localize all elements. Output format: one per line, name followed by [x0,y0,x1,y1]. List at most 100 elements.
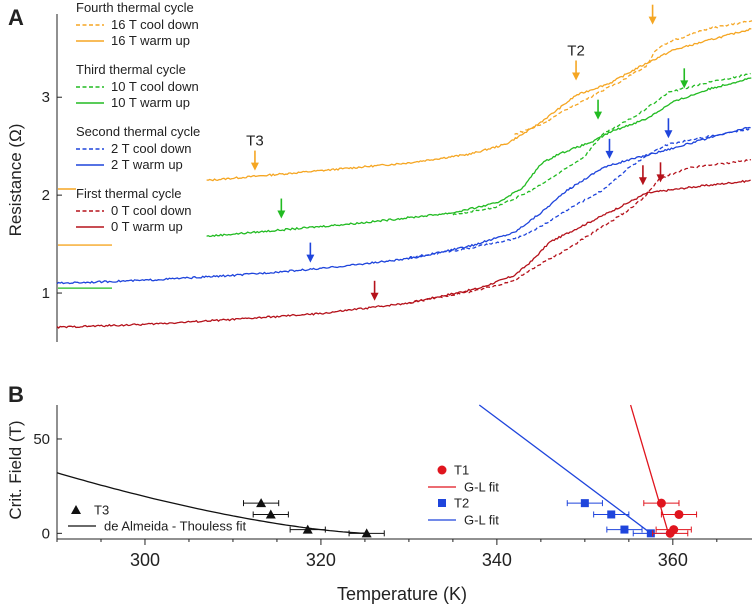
curve-16-t-warm-up [206,27,752,182]
arrow-head [638,177,647,186]
transition-arrow [656,162,665,183]
point-t3 [252,509,289,519]
legend-item-0-t-cool-down: 0 T cool down [111,203,191,218]
arrow-head [605,150,614,159]
arrow-head [594,111,603,120]
panel-b-x-tick-label: 360 [658,550,688,570]
panel-label-b: B [8,382,24,407]
curve-0-t-warm-up [56,179,751,329]
panel-b-points [243,498,698,538]
curve-16-t-cool-down [514,20,753,135]
legend-symbol-circle [437,465,447,475]
legend-item-0-t-warm-up: 0 T warm up [111,219,183,234]
arrow-head [656,174,665,183]
point-t1 [643,498,680,508]
point-t2 [606,525,643,534]
panel-a-arrows: T1 T2 T3 [246,0,689,301]
panel-b: Crit. Field (T) Temperature (K) 300 320 34… [6,404,752,604]
fit-line-g-l-fit [629,404,670,534]
panel-a-y-tick-label: 2 [42,187,50,204]
transition-arrow [664,118,673,139]
transition-arrow [680,68,689,89]
point-t3 [243,498,280,508]
legend-item-10-t-warm-up: 10 T warm up [111,95,190,110]
panel-b-x-axis-label: Temperature (K) [337,584,467,604]
point-t1 [660,509,698,519]
transition-arrow [594,99,603,120]
transition-arrow [605,138,614,159]
legend-group-title: Second thermal cycle [76,124,200,139]
transition-arrow-t3: T3 [246,133,264,171]
panel-a-y-tick-label: 1 [42,285,50,302]
arrow-head [306,254,315,263]
curve-2-t-cool-down [408,127,752,260]
panel-b-x-tick-label: 340 [482,550,512,570]
marker-square [646,529,655,538]
arrow-label-t2: T2 [567,42,585,59]
panel-b-y-tick-label: 0 [42,525,50,542]
legend-label-t2: T2 [454,496,469,511]
arrow-head [648,16,657,25]
panel-a-y-axis-label: Resistance (Ω) [6,124,25,237]
panel-a: Resistance (Ω) 1 2 3 T1 T2 T3 Fourth thermal… [6,0,753,342]
legend-label-de-almeida-thouless-fit: de Almeida - Thouless fit [104,519,246,534]
transition-arrow [277,198,286,219]
legend-group-title: Fourth thermal cycle [76,0,194,15]
legend-symbol-square [438,499,446,507]
legend-item-16-t-warm-up: 16 T warm up [111,33,190,48]
legend-label-g-l-fit: G-L fit [464,513,499,528]
panel-a-y-ticks: 1 2 3 [42,89,62,302]
fit-line-g-l-fit [478,404,652,534]
legend-item-2-t-cool-down: 2 T cool down [111,141,191,156]
arrow-head [277,210,286,219]
curve-0-t-cool-down [408,158,752,304]
arrow-label-t3: T3 [246,133,264,150]
panel-b-x-tick-label: 300 [130,550,160,570]
curve-2-t-warm-up [56,126,751,285]
marker-triangle [256,498,267,508]
point-t2 [566,499,603,508]
curve-10-t-warm-up [206,77,752,238]
legend-item-16-t-cool-down: 16 T cool down [111,17,199,32]
panel-b-y-tick-label: 50 [33,431,50,448]
point-t1 [655,525,692,535]
panel-b-y-axis-label: Crit. Field (T) [6,420,25,519]
marker-square [580,499,589,508]
arrow-head [680,80,689,89]
arrow-head [370,292,379,301]
point-t3 [289,524,326,534]
panel-b-fit-lines [56,404,670,534]
panel-b-x-ticks: 300 320 340 360 [56,539,718,570]
transition-arrow-t2: T2 [567,42,585,81]
marker-triangle [361,528,372,538]
legend-label-t1: T1 [454,463,469,478]
marker-circle [656,498,666,508]
arrow-head [664,130,673,139]
legend-group-title: Third thermal cycle [76,62,186,77]
legend-label-t3: T3 [94,503,109,518]
marker-circle [674,509,684,519]
legend-item-2-t-warm-up: 2 T warm up [111,157,183,172]
transition-arrow [638,165,647,186]
transition-arrow [306,242,315,263]
point-t3 [348,528,385,538]
legend-label-g-l-fit: G-L fit [464,480,499,495]
point-t1 [652,528,689,538]
point-t2 [593,510,630,519]
marker-circle [665,528,675,538]
arrow-label-t1: T1 [644,0,662,4]
panel-b-x-tick-label: 320 [306,550,336,570]
panel-b-y-ticks: 0 50 [33,431,62,542]
panel-label-a: A [8,5,24,30]
panel-a-curves [56,20,753,329]
legend-item-10-t-cool-down: 10 T cool down [111,79,199,94]
arrow-head [572,72,581,81]
legend-symbol-triangle [71,505,81,514]
marker-square [620,525,629,534]
curve-10-t-cool-down [452,72,751,216]
marker-triangle [265,509,276,519]
arrow-head [250,162,259,171]
